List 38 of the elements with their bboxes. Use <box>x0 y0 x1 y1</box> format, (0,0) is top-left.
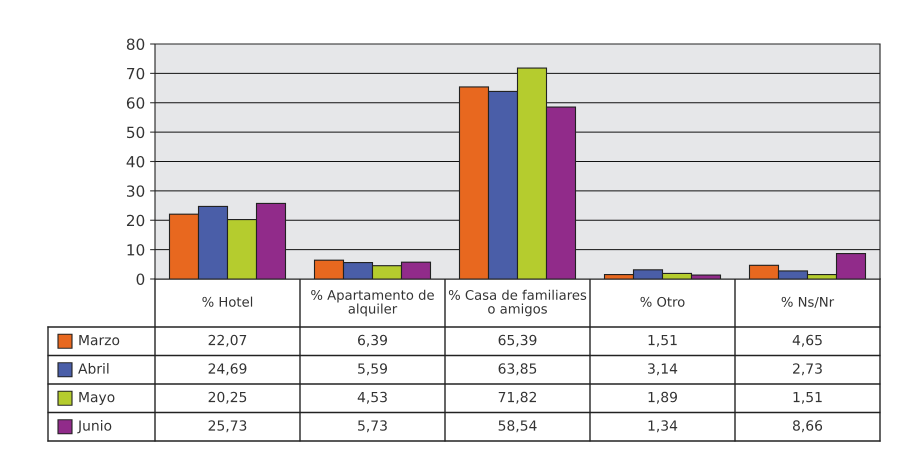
data-label: 6,39 <box>358 334 387 347</box>
legend-label: Abril <box>78 363 108 374</box>
y-tick-label: 80 <box>126 38 144 50</box>
legend-label: Marzo <box>79 334 120 346</box>
data-label: 25,73 <box>208 420 246 432</box>
data-label: 2,73 <box>793 363 822 376</box>
data-label: 1,51 <box>648 334 677 347</box>
data-label: 1,89 <box>648 392 677 404</box>
data-label: 1,34 <box>648 420 678 432</box>
data-label: 4,65 <box>792 334 822 347</box>
y-tick-label: 40 <box>126 156 144 168</box>
data-label: 5,73 <box>358 420 387 432</box>
y-tick-label: 10 <box>128 244 144 256</box>
data-label: 71,82 <box>498 392 536 404</box>
y-tick-label: 0 <box>136 273 144 286</box>
x-tick-label: % Casa de familiares o amigos <box>448 290 586 316</box>
data-label: 20,25 <box>208 392 246 404</box>
legend-label: Junio <box>77 420 112 434</box>
data-label: 22,07 <box>208 334 246 347</box>
x-tick-label: % Apartamento de alquiler <box>311 290 434 316</box>
data-label: 24,69 <box>208 363 246 376</box>
data-label: 4,53 <box>358 392 387 404</box>
data-label: 63,85 <box>498 363 536 376</box>
data-label: 3,14 <box>648 363 678 376</box>
data-label: 58,54 <box>498 420 537 432</box>
y-tick-label: 20 <box>126 214 144 226</box>
data-label: 65,39 <box>498 334 536 347</box>
x-tick-label: % Ns/Nr <box>782 296 834 308</box>
data-label: 5,59 <box>358 363 387 376</box>
data-label: 8,66 <box>792 420 822 432</box>
x-tick-label: % Hotel <box>202 296 252 307</box>
x-tick-label: % Otro <box>640 296 685 307</box>
y-tick-label: 70 <box>127 68 144 80</box>
y-tick-label: 50 <box>127 126 144 138</box>
y-tick-label: 30 <box>127 185 144 197</box>
data-label: 1,51 <box>794 392 822 404</box>
legend-label: Mayo <box>79 392 114 405</box>
y-tick-label: 60 <box>126 97 144 109</box>
